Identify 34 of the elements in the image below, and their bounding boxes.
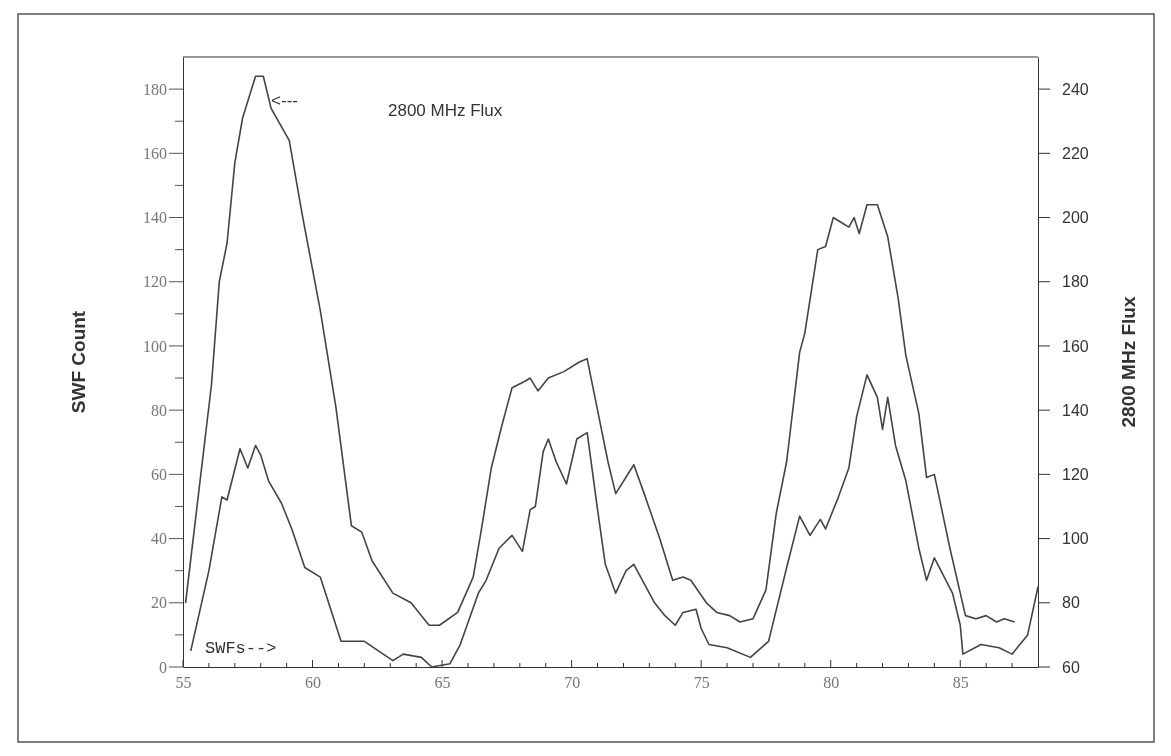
y2-tick-label: 240 (1062, 80, 1089, 98)
x-tick-label: 80 (823, 674, 840, 692)
x-tick-label: 85 (952, 674, 969, 692)
y2-tick-label: 80 (1062, 594, 1080, 612)
y2-tick-label: 60 (1062, 658, 1080, 676)
y-tick-label: 120 (143, 273, 167, 291)
y-tick-label: 140 (143, 209, 167, 227)
line-series (189, 374, 1039, 668)
y2-tick-label: 180 (1062, 273, 1089, 291)
annotation: SWFs--> (205, 639, 277, 659)
y-tick-label: 160 (143, 144, 167, 162)
y-tick-label: 180 (143, 80, 167, 98)
annotation: <--- (271, 91, 299, 111)
y-tick-label: 60 (151, 465, 167, 483)
y-tick-label: 80 (151, 401, 167, 419)
y-tick-label: 40 (151, 530, 167, 548)
y2-axis-title: 2800 MHz Flux (1118, 296, 1139, 428)
y2-tick-label: 160 (1062, 337, 1089, 355)
x-tick-label: 70 (564, 674, 581, 692)
y-tick-label: 20 (151, 594, 167, 612)
x-tick-label: 65 (434, 674, 451, 692)
y2-tick-label: 140 (1062, 401, 1089, 419)
y-tick-label: 0 (159, 658, 167, 676)
annotation: 2800 MHz Flux (388, 101, 503, 121)
line-series (184, 75, 1016, 627)
y2-tick-label: 100 (1062, 530, 1089, 548)
x-tick-label: 75 (693, 674, 710, 692)
y2-tick-label: 220 (1062, 144, 1089, 162)
y-tick-label: 100 (143, 337, 167, 355)
y2-tick-label: 200 (1062, 209, 1089, 227)
y2-tick-label: 120 (1062, 465, 1089, 483)
x-tick-label: 60 (305, 674, 322, 692)
y-axis-title: SWF Count (68, 310, 89, 414)
x-tick-label: 55 (175, 674, 192, 692)
